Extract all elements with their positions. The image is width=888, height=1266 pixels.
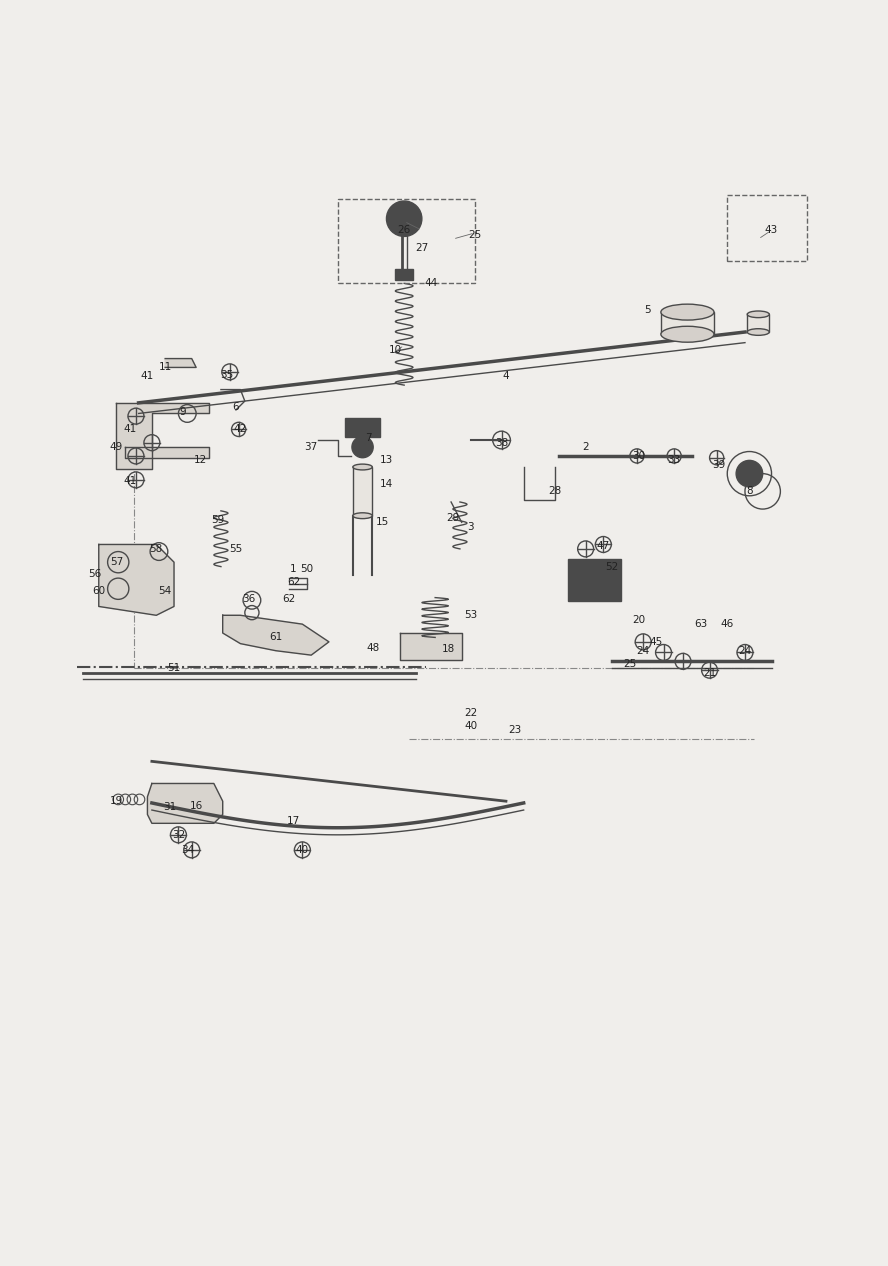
Text: 62: 62 [287, 576, 300, 586]
Ellipse shape [661, 304, 714, 320]
Text: 5: 5 [645, 305, 651, 315]
Text: 55: 55 [229, 544, 242, 555]
Circle shape [352, 437, 373, 458]
Text: 62: 62 [282, 594, 296, 604]
Polygon shape [223, 615, 329, 655]
Ellipse shape [747, 329, 769, 335]
Text: 45: 45 [650, 637, 663, 647]
Text: 30: 30 [632, 451, 646, 461]
Text: 34: 34 [180, 844, 194, 855]
Circle shape [736, 461, 763, 487]
Text: 61: 61 [269, 633, 282, 642]
Text: 10: 10 [389, 344, 402, 354]
Text: 3: 3 [467, 522, 474, 532]
Text: 22: 22 [464, 708, 477, 718]
Text: 24: 24 [637, 646, 650, 656]
Polygon shape [125, 447, 210, 458]
Text: 7: 7 [366, 433, 372, 443]
Text: 28: 28 [548, 486, 561, 496]
Text: 26: 26 [398, 225, 411, 235]
Text: 38: 38 [495, 438, 508, 448]
Text: 17: 17 [287, 815, 300, 825]
Bar [353, 467, 372, 515]
Text: 36: 36 [242, 594, 256, 604]
Polygon shape [400, 633, 462, 660]
Ellipse shape [661, 327, 714, 342]
Text: 59: 59 [211, 515, 225, 524]
Text: 46: 46 [721, 619, 733, 629]
Text: 47: 47 [597, 542, 610, 551]
Text: 9: 9 [179, 406, 186, 417]
Ellipse shape [353, 513, 372, 519]
Text: 20: 20 [632, 615, 646, 624]
Text: 54: 54 [159, 585, 171, 595]
Text: 2: 2 [583, 442, 589, 452]
Text: 14: 14 [380, 480, 393, 489]
Text: 41: 41 [123, 424, 137, 434]
Polygon shape [147, 784, 223, 823]
Text: 18: 18 [442, 644, 455, 655]
Text: 40: 40 [296, 844, 309, 855]
Bar [747, 314, 769, 332]
Text: 4: 4 [503, 371, 510, 381]
Text: 27: 27 [416, 243, 429, 253]
Text: 29: 29 [447, 513, 459, 523]
Text: 41: 41 [141, 371, 155, 381]
Circle shape [386, 201, 422, 237]
Ellipse shape [353, 465, 372, 470]
Text: 12: 12 [194, 456, 207, 466]
Text: 40: 40 [464, 720, 477, 730]
Text: 60: 60 [92, 585, 106, 595]
Text: 15: 15 [376, 518, 389, 528]
Text: 31: 31 [163, 803, 176, 813]
Polygon shape [165, 358, 196, 367]
Text: 52: 52 [606, 562, 619, 572]
Text: 63: 63 [694, 619, 708, 629]
Text: 51: 51 [167, 663, 180, 674]
Text: 16: 16 [189, 800, 202, 810]
Text: 23: 23 [508, 725, 521, 736]
Bar [395, 270, 413, 280]
Text: 37: 37 [305, 442, 318, 452]
Text: 6: 6 [233, 403, 239, 413]
Bar [568, 558, 621, 601]
Text: 42: 42 [234, 424, 247, 434]
Text: 43: 43 [765, 225, 778, 235]
Text: 49: 49 [110, 442, 123, 452]
Text: 13: 13 [380, 456, 393, 466]
Bar [337, 199, 475, 284]
Text: 50: 50 [300, 565, 313, 575]
Text: 11: 11 [159, 362, 171, 372]
Text: 19: 19 [110, 796, 123, 806]
Text: 41: 41 [123, 476, 137, 486]
Text: 25: 25 [468, 229, 481, 239]
Text: 8: 8 [746, 486, 753, 496]
Text: 33: 33 [668, 456, 681, 466]
Ellipse shape [747, 311, 769, 318]
Text: 56: 56 [88, 568, 101, 579]
Text: 32: 32 [171, 829, 185, 839]
Bar [345, 418, 380, 437]
Polygon shape [116, 403, 210, 470]
Text: 24: 24 [738, 646, 751, 656]
Bar [727, 195, 807, 261]
Bar [661, 313, 714, 334]
Polygon shape [99, 544, 174, 615]
Text: 39: 39 [712, 460, 725, 470]
Text: 44: 44 [424, 279, 438, 289]
Text: 25: 25 [623, 660, 637, 668]
Text: 48: 48 [367, 643, 380, 653]
Text: 53: 53 [464, 610, 477, 620]
Text: 21: 21 [703, 668, 717, 677]
Text: 35: 35 [220, 370, 234, 380]
Text: 1: 1 [290, 565, 297, 575]
Text: 58: 58 [150, 544, 163, 555]
Text: 57: 57 [110, 557, 123, 567]
